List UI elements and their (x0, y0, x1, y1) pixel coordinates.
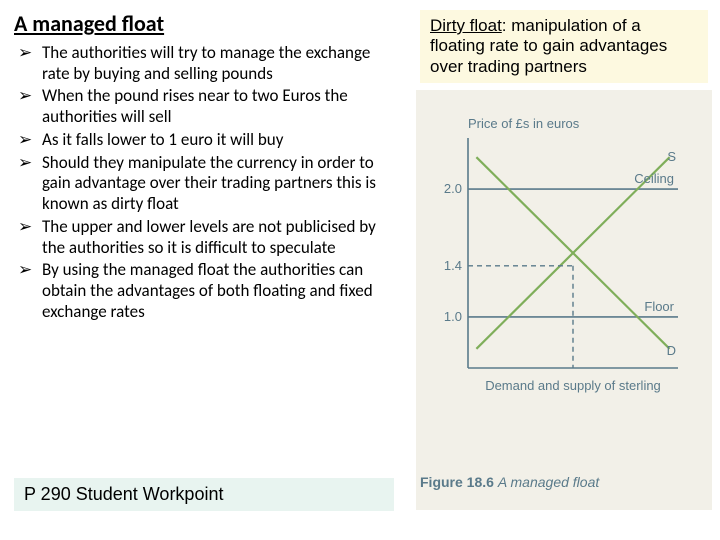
bullet-icon: ➢ (18, 260, 32, 281)
figure-title: A managed float (498, 474, 599, 490)
list-item: ➢ When the pound rises near to two Euros … (14, 86, 394, 127)
list-item: ➢ Should they manipulate the currency in … (14, 153, 394, 215)
svg-text:Price of £s in euros: Price of £s in euros (468, 116, 580, 131)
figure-number: Figure 18.6 (420, 474, 494, 490)
bullet-text: The upper and lower levels are not publi… (42, 216, 376, 258)
bullet-text: Should they manipulate the currency in o… (42, 152, 376, 214)
figure-panel: Price of £s in euros 2.0 1.4 1.0 Ceiling Floo… (416, 90, 712, 510)
list-item: ➢ The authorities will try to manage the … (14, 43, 394, 84)
bullet-icon: ➢ (18, 43, 32, 64)
bullet-icon: ➢ (18, 130, 32, 151)
bullet-list: ➢ The authorities will try to manage the … (14, 43, 394, 323)
bullet-text: The authorities will try to manage the e… (42, 42, 370, 84)
definition-term: Dirty float (430, 16, 502, 35)
bullet-icon: ➢ (18, 86, 32, 107)
workpoint-box: P 290 Student Workpoint (14, 478, 394, 511)
svg-text:1.4: 1.4 (444, 258, 462, 273)
svg-text:2.0: 2.0 (444, 181, 462, 196)
bullet-text: When the pound rises near to two Euros t… (42, 85, 348, 127)
list-item: ➢ As it falls lower to 1 euro it will buy (14, 130, 394, 151)
bullet-text: As it falls lower to 1 euro it will buy (42, 129, 283, 150)
svg-text:1.0: 1.0 (444, 309, 462, 324)
definition-box: Dirty float: manipulation of a floating … (420, 10, 708, 83)
svg-text:Demand and supply of sterling: Demand and supply of sterling (485, 378, 661, 393)
page-title: A managed float (14, 10, 394, 37)
bullet-text: By using the managed float the authoriti… (42, 259, 373, 321)
svg-text:S: S (667, 149, 676, 164)
list-item: ➢ By using the managed float the authorit… (14, 260, 394, 322)
figure-caption: Figure 18.6 A managed float (420, 474, 599, 490)
list-item: ➢ The upper and lower levels are not publ… (14, 217, 394, 258)
svg-text:Floor: Floor (644, 299, 674, 314)
bullet-icon: ➢ (18, 153, 32, 174)
svg-text:D: D (667, 343, 676, 358)
managed-float-chart: Price of £s in euros 2.0 1.4 1.0 Ceiling Floo… (416, 98, 712, 448)
bullet-icon: ➢ (18, 217, 32, 238)
svg-text:Ceiling: Ceiling (634, 171, 674, 186)
